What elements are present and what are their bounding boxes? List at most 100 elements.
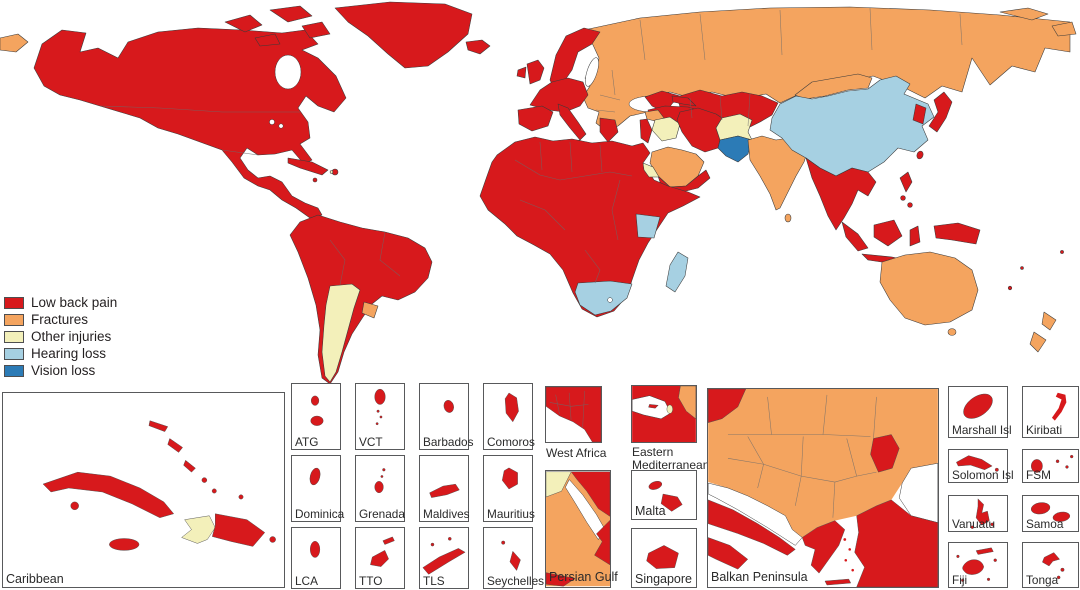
region-new-zealand-south xyxy=(1029,331,1047,353)
inset-barbados: Barbados xyxy=(419,383,474,450)
region-argentina xyxy=(321,283,361,383)
island-dominican-republic xyxy=(212,513,266,547)
region-iberia xyxy=(517,105,554,132)
island-jamaica xyxy=(109,538,140,551)
region-turkey-inset xyxy=(854,499,938,587)
inset-eastern-mediterranean-label: Eastern Mediterranean xyxy=(632,445,710,472)
inset-eastern-mediterranean xyxy=(631,385,697,443)
legend-label: Low back pain xyxy=(31,295,118,310)
region-jamaica xyxy=(312,177,318,183)
island-shape xyxy=(1030,459,1043,473)
island-shape xyxy=(382,468,386,472)
island-shape xyxy=(448,537,452,541)
inset-label: VCT xyxy=(359,434,383,449)
legend-swatch-fractures xyxy=(4,313,24,326)
inset-label: LCA xyxy=(295,573,318,588)
region-australia xyxy=(879,251,979,326)
inset-tonga: Tonga xyxy=(1022,542,1079,588)
great-lakes-2 xyxy=(278,123,284,129)
region-philippines-3 xyxy=(907,202,913,208)
island-shape xyxy=(422,548,466,575)
island-shape xyxy=(504,392,519,423)
region-sumatra xyxy=(841,221,869,252)
legend-label: Fractures xyxy=(31,312,89,327)
region-arctic-islands-1 xyxy=(224,14,263,33)
legend-item-fractures: Fractures xyxy=(4,313,117,326)
inset-malta-label: Malta xyxy=(635,503,666,518)
inset-solomon: Solomon Isl xyxy=(948,449,1014,483)
inset-marshall: Marshall Isl xyxy=(948,386,1012,438)
inset-label: ATG xyxy=(295,434,319,449)
region-russia-eastern-europe xyxy=(582,6,1071,132)
island-shape xyxy=(975,498,990,526)
inset-malta: Malta xyxy=(631,470,697,520)
hudson-bay xyxy=(274,54,302,90)
inset-lca: LCA xyxy=(291,527,341,589)
aegean-island xyxy=(848,548,852,551)
region-haiti xyxy=(329,170,334,174)
region-arctic-russia-1 xyxy=(999,7,1049,21)
region-arctic-russia-2 xyxy=(1051,21,1077,37)
inset-tls: TLS xyxy=(419,527,469,589)
island-shape xyxy=(970,525,974,529)
region-fiji-dot xyxy=(1060,250,1064,254)
region-east-med-syria xyxy=(678,386,696,420)
inset-west-africa xyxy=(545,386,602,443)
inset-vct: VCT xyxy=(355,383,405,450)
region-greenland xyxy=(334,1,473,69)
inset-west-africa-label: West Africa xyxy=(546,446,607,460)
region-philippines-2 xyxy=(900,195,906,201)
inset-label: Tonga xyxy=(1026,572,1059,587)
region-south-africa xyxy=(574,280,633,316)
island-shape xyxy=(429,483,460,498)
region-korea xyxy=(912,103,927,125)
country-borders xyxy=(99,7,963,286)
region-north-america xyxy=(33,27,347,219)
inset-persian-gulf-label: Persian Gulf xyxy=(549,569,618,584)
lesotho xyxy=(607,297,613,303)
inset-label: Comoros xyxy=(487,434,535,449)
inset-tto: TTO xyxy=(355,527,405,589)
inset-fsm: FSM xyxy=(1022,449,1079,483)
island-shape xyxy=(963,393,993,419)
inset-grenada: Grenada xyxy=(355,455,405,522)
island-shape xyxy=(375,422,379,426)
region-cuba xyxy=(287,157,329,176)
island-shape xyxy=(1052,511,1071,522)
island-shape xyxy=(376,409,380,413)
legend-label: Vision loss xyxy=(31,363,96,378)
island-shape xyxy=(382,536,395,545)
region-italy-inset xyxy=(708,499,796,556)
region-south-italy-inset xyxy=(708,537,749,570)
legend-item-hearing-loss: Hearing loss xyxy=(4,347,117,360)
region-chukotka-wrap xyxy=(0,33,29,53)
island-shape xyxy=(309,467,321,486)
legend-swatch-low-back-pain xyxy=(4,296,24,309)
legend-item-vision-loss: Vision loss xyxy=(4,364,117,377)
region-arctic-islands-4 xyxy=(254,33,281,47)
inset-label: Grenada xyxy=(359,506,405,521)
island-shape xyxy=(430,542,435,547)
region-iraq xyxy=(651,116,681,142)
region-italy xyxy=(557,103,587,141)
region-india xyxy=(747,135,809,211)
island-shape xyxy=(1042,552,1060,567)
island-shape xyxy=(1070,454,1074,459)
region-taiwan xyxy=(916,150,924,160)
region-southeast-asia xyxy=(805,157,877,231)
region-ireland xyxy=(516,66,527,79)
island-shape xyxy=(310,415,324,426)
island-shape xyxy=(1060,567,1065,572)
inset-caribbean: Caribbean xyxy=(2,392,285,588)
aegean-island xyxy=(851,568,854,572)
region-kenya xyxy=(635,213,661,239)
island-turks xyxy=(238,494,244,500)
island-shape xyxy=(370,550,389,567)
region-crete xyxy=(824,578,852,586)
legend-item-other-injuries: Other injuries xyxy=(4,330,117,343)
region-gulf-uae-oman xyxy=(594,519,610,566)
region-moldova xyxy=(870,434,900,473)
island-singapore xyxy=(646,545,679,569)
island-cuba xyxy=(42,471,175,518)
